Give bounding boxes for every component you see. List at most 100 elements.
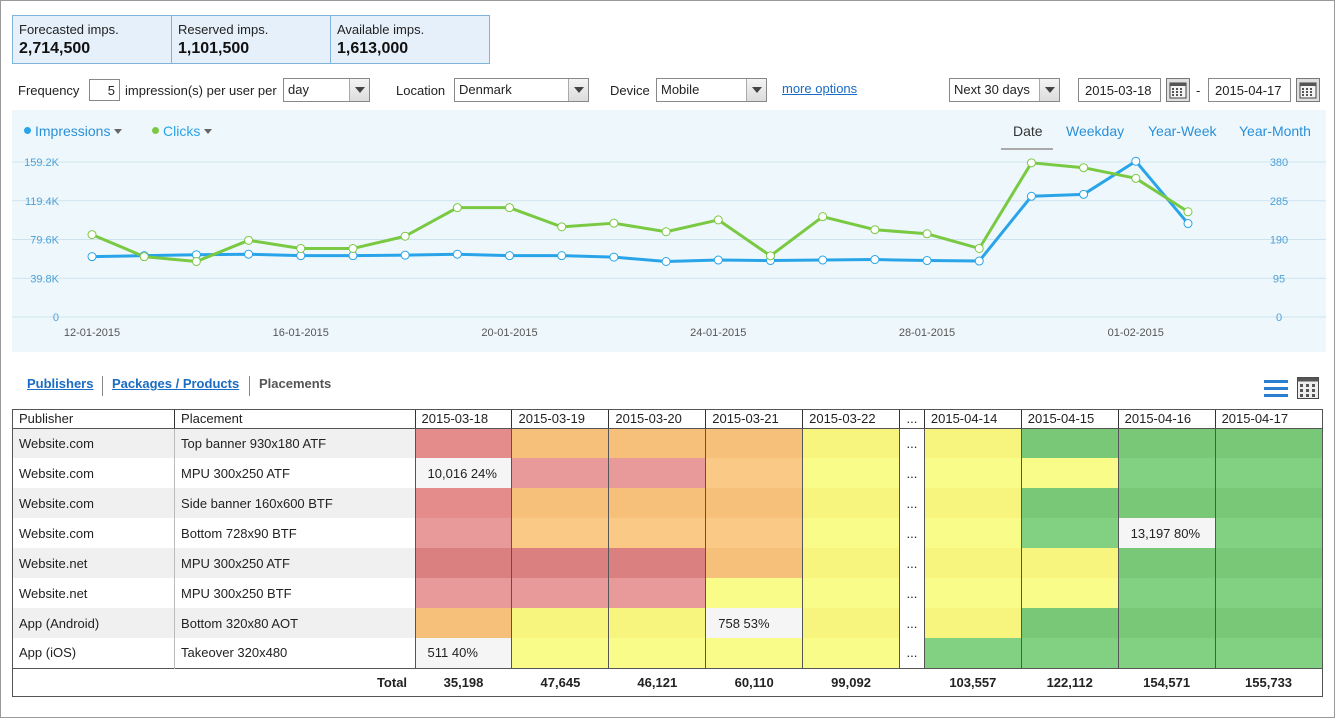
availability-cell[interactable] <box>1021 578 1119 608</box>
availability-cell[interactable] <box>705 638 804 668</box>
availability-cell[interactable] <box>608 608 707 638</box>
date-from-input[interactable]: 2015-03-18 <box>1078 78 1161 102</box>
chevron-down-icon[interactable] <box>349 79 369 101</box>
chevron-down-icon[interactable] <box>1039 79 1059 101</box>
availability-cell[interactable] <box>705 458 804 488</box>
availability-cell[interactable] <box>1118 458 1216 488</box>
col-header-date[interactable]: 2015-03-19 <box>511 410 610 429</box>
availability-cell[interactable] <box>415 608 513 638</box>
list-view-button[interactable] <box>1264 377 1288 402</box>
availability-cell[interactable] <box>802 578 900 608</box>
availability-cell[interactable] <box>511 488 610 518</box>
availability-cell[interactable] <box>1118 608 1216 638</box>
tab-publishers[interactable]: Publishers <box>27 376 94 391</box>
date-to-input[interactable]: 2015-04-17 <box>1208 78 1291 102</box>
availability-cell[interactable] <box>802 458 900 488</box>
location-select[interactable]: Denmark <box>454 78 589 102</box>
availability-cell[interactable] <box>924 578 1022 608</box>
availability-cell[interactable] <box>1021 518 1119 548</box>
availability-cell[interactable] <box>608 548 707 578</box>
availability-cell[interactable] <box>608 638 707 668</box>
tab-placements[interactable]: Placements <box>259 376 332 391</box>
tab-year-month[interactable]: Year-Month <box>1239 123 1311 139</box>
availability-cell[interactable] <box>705 548 804 578</box>
availability-cell[interactable]: 13,197 80% <box>1118 518 1216 548</box>
availability-cell[interactable] <box>1021 548 1119 578</box>
availability-cell[interactable] <box>1021 458 1119 488</box>
availability-cell[interactable] <box>1118 428 1216 458</box>
col-header-placement[interactable]: Placement <box>174 410 416 429</box>
availability-cell[interactable] <box>608 518 707 548</box>
grid-view-button[interactable] <box>1297 377 1319 402</box>
availability-cell[interactable] <box>1021 608 1119 638</box>
availability-cell[interactable] <box>1215 488 1322 518</box>
availability-cell[interactable] <box>1021 428 1119 458</box>
col-header-date[interactable]: 2015-03-20 <box>608 410 707 429</box>
availability-cell[interactable] <box>1215 548 1322 578</box>
availability-cell[interactable]: 758 53% <box>705 608 804 638</box>
availability-cell[interactable] <box>415 428 513 458</box>
availability-cell[interactable] <box>705 428 804 458</box>
availability-cell[interactable] <box>415 548 513 578</box>
availability-cell[interactable] <box>415 518 513 548</box>
availability-cell[interactable] <box>924 518 1022 548</box>
availability-cell[interactable] <box>1215 458 1322 488</box>
availability-cell[interactable] <box>511 608 610 638</box>
availability-cell[interactable] <box>924 458 1022 488</box>
availability-cell[interactable] <box>608 578 707 608</box>
availability-cell[interactable] <box>511 548 610 578</box>
availability-cell[interactable] <box>1118 548 1216 578</box>
col-header-publisher[interactable]: Publisher <box>13 410 176 429</box>
availability-cell[interactable] <box>1215 518 1322 548</box>
availability-cell[interactable] <box>1215 428 1322 458</box>
range-select[interactable]: Next 30 days <box>949 78 1060 102</box>
tab-year-week[interactable]: Year-Week <box>1148 123 1217 139</box>
col-header-date[interactable]: 2015-03-18 <box>415 410 513 429</box>
availability-cell[interactable] <box>705 488 804 518</box>
availability-cell[interactable] <box>608 488 707 518</box>
availability-cell[interactable] <box>1118 488 1216 518</box>
availability-cell[interactable] <box>802 428 900 458</box>
col-header-date[interactable]: 2015-04-16 <box>1118 410 1216 429</box>
col-header-date[interactable]: 2015-03-22 <box>802 410 900 429</box>
availability-cell[interactable] <box>802 548 900 578</box>
frequency-input[interactable]: 5 <box>89 79 120 101</box>
col-header-date[interactable]: 2015-04-15 <box>1021 410 1119 429</box>
availability-cell[interactable] <box>924 488 1022 518</box>
availability-cell[interactable] <box>924 548 1022 578</box>
calendar-from-button[interactable] <box>1166 78 1190 102</box>
period-select[interactable]: day <box>283 78 370 102</box>
calendar-to-button[interactable] <box>1296 78 1320 102</box>
col-header-date[interactable]: 2015-03-21 <box>705 410 804 429</box>
availability-cell[interactable] <box>1021 488 1119 518</box>
availability-cell[interactable] <box>705 578 804 608</box>
device-select[interactable]: Mobile <box>656 78 767 102</box>
availability-cell[interactable] <box>802 488 900 518</box>
availability-cell[interactable] <box>1215 578 1322 608</box>
tab-packages-products[interactable]: Packages / Products <box>112 376 240 391</box>
chevron-down-icon[interactable] <box>568 79 588 101</box>
availability-cell[interactable]: 511 40% <box>415 638 513 668</box>
availability-cell[interactable] <box>1021 638 1119 668</box>
col-header-date[interactable]: 2015-04-17 <box>1215 410 1322 429</box>
availability-cell[interactable] <box>924 608 1022 638</box>
availability-cell[interactable] <box>415 488 513 518</box>
availability-cell[interactable]: 10,016 24% <box>415 458 513 488</box>
availability-cell[interactable] <box>608 458 707 488</box>
availability-cell[interactable] <box>924 428 1022 458</box>
availability-cell[interactable] <box>1118 638 1216 668</box>
legend-impressions[interactable]: Impressions <box>24 123 123 139</box>
availability-cell[interactable] <box>1118 578 1216 608</box>
availability-cell[interactable] <box>511 638 610 668</box>
availability-cell[interactable] <box>415 578 513 608</box>
availability-cell[interactable] <box>705 518 804 548</box>
tab-date[interactable]: Date <box>1013 123 1043 139</box>
chevron-down-icon[interactable] <box>746 79 766 101</box>
availability-cell[interactable] <box>511 458 610 488</box>
availability-cell[interactable] <box>802 608 900 638</box>
availability-cell[interactable] <box>511 578 610 608</box>
availability-cell[interactable] <box>511 428 610 458</box>
col-header-date[interactable]: 2015-04-14 <box>924 410 1022 429</box>
availability-cell[interactable] <box>802 638 900 668</box>
availability-cell[interactable] <box>608 428 707 458</box>
